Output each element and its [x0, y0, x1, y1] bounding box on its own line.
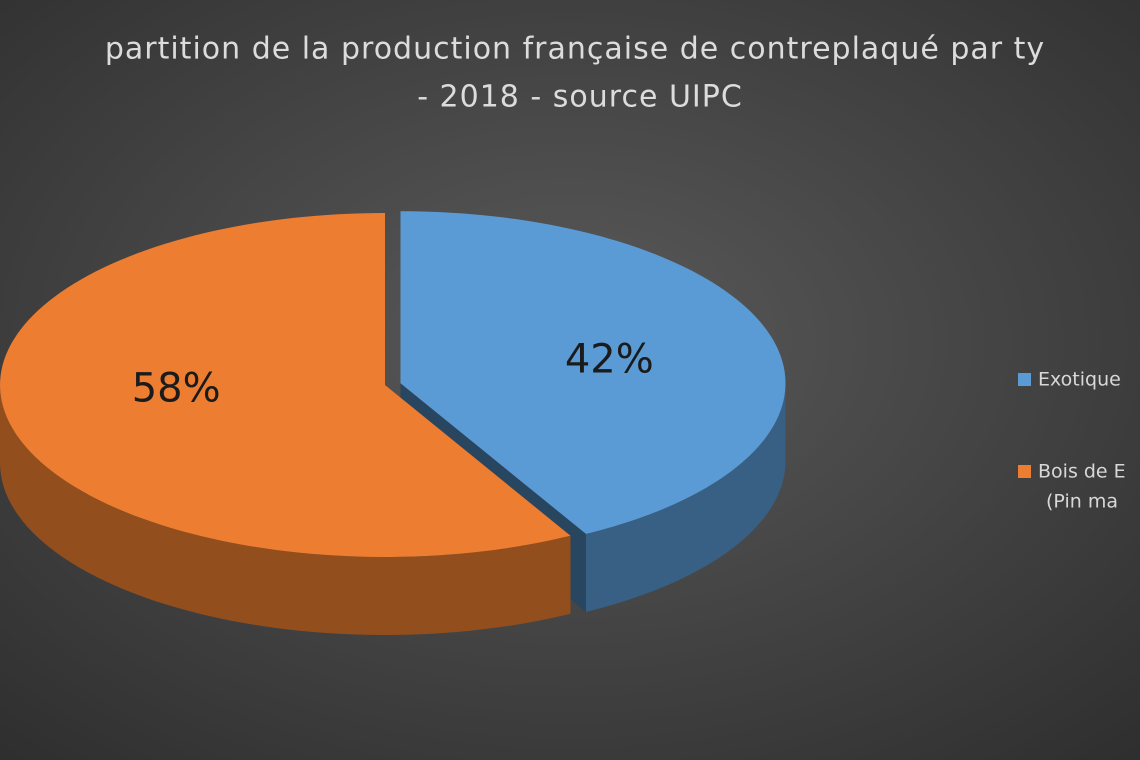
- data-label: 58%: [132, 366, 221, 412]
- legend-label: (Pin ma: [1046, 491, 1118, 513]
- legend-label: Bois de E: [1038, 461, 1126, 483]
- legend: Exotique Bois de E (Pin ma: [1018, 369, 1126, 513]
- legend-swatch: [1018, 373, 1031, 386]
- pie: 42% 58%: [0, 211, 786, 635]
- chart-title: partition de la production française de …: [105, 32, 1045, 67]
- legend-swatch: [1018, 465, 1031, 478]
- slice-side: [585, 383, 786, 612]
- data-label: 42%: [565, 337, 654, 383]
- chart-subtitle: - 2018 - source UIPC: [417, 80, 743, 115]
- pie-slice: [400, 211, 786, 534]
- pie-slice: [0, 213, 571, 557]
- legend-label: Exotique: [1038, 369, 1121, 391]
- slice-side: [0, 385, 571, 635]
